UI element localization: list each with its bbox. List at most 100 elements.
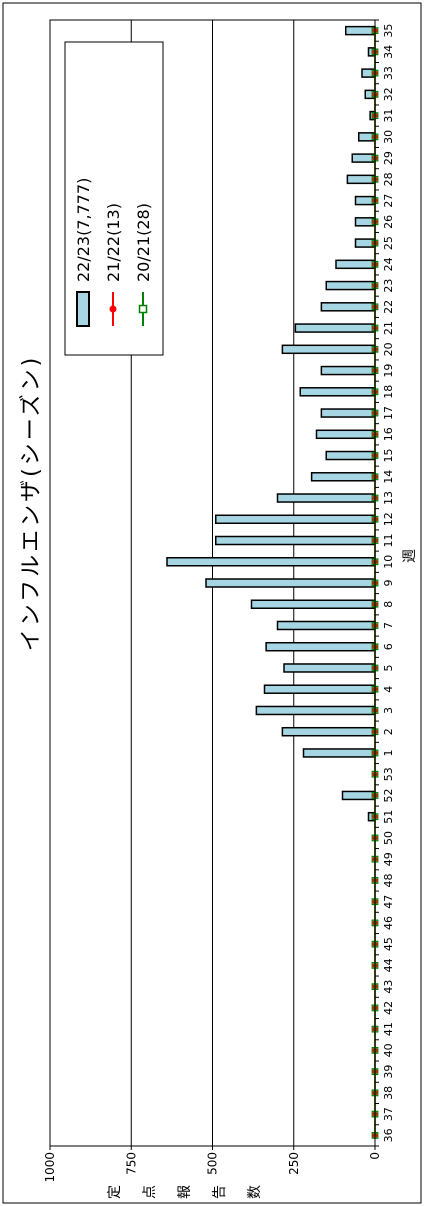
x-tick-label-week-52: 52 [382, 788, 395, 802]
x-axis-label: 週 [402, 549, 418, 563]
legend-marker-21-22 [109, 305, 117, 313]
x-tick-label-week-15: 15 [382, 449, 395, 463]
x-axis-ticks: 3637383940414243444546474849505152531234… [375, 19, 395, 1147]
x-tick-label-week-35: 35 [382, 24, 395, 38]
bar-22-23-week-8 [250, 599, 376, 609]
x-tick-label-week-6: 6 [382, 643, 395, 650]
x-tick-label-week-3: 3 [382, 707, 395, 714]
y-axis-label-char: 定 [107, 1185, 123, 1199]
x-tick-label-week-43: 43 [382, 980, 395, 994]
x-tick-label-week-16: 16 [382, 427, 395, 441]
x-tick-label-week-17: 17 [382, 406, 395, 420]
x-tick-label-week-24: 24 [382, 257, 395, 271]
x-tick-label-week-31: 31 [382, 109, 395, 123]
x-tick-label-week-28: 28 [382, 172, 395, 186]
x-tick-label-week-48: 48 [382, 873, 395, 887]
x-tick-label-week-50: 50 [382, 831, 395, 845]
bar-22-23-week-11 [215, 535, 376, 546]
x-tick-label-week-2: 2 [382, 728, 395, 735]
x-tick-label-week-25: 25 [382, 236, 395, 250]
x-tick-label-week-44: 44 [382, 958, 395, 972]
x-tick-label-week-37: 37 [382, 1107, 395, 1121]
x-tick-label-week-30: 30 [382, 130, 395, 144]
x-tick-label-week-45: 45 [382, 937, 395, 951]
x-tick-label-week-18: 18 [382, 385, 395, 399]
x-tick-label-week-14: 14 [382, 470, 395, 484]
x-tick-label-week-22: 22 [382, 300, 395, 314]
bar-22-23-week-23 [325, 280, 376, 291]
x-tick-label-week-51: 51 [382, 810, 395, 824]
bar-22-23-week-4 [263, 684, 376, 694]
legend-label-20-21: 20/21(28) [134, 203, 153, 282]
y-axis-label: 定点報告数 [107, 1185, 263, 1199]
y-tick-label-500: 500 [206, 1152, 220, 1175]
x-tick-label-week-42: 42 [382, 1001, 395, 1015]
x-tick-label-week-13: 13 [382, 491, 395, 505]
y-axis-label-char: 数 [247, 1185, 263, 1199]
x-tick-label-week-46: 46 [382, 916, 395, 930]
bar-22-23-week-10 [166, 557, 376, 567]
bar-22-23-week-14 [310, 472, 376, 482]
bar-22-23-week-12 [215, 514, 376, 525]
x-tick-label-week-21: 21 [382, 321, 395, 335]
bar-22-23-week-52 [341, 790, 376, 801]
y-axis-label-char: 報 [177, 1185, 193, 1199]
chart-title: インフルエンザ(シーズン) [19, 355, 44, 651]
x-tick-label-week-39: 39 [382, 1065, 395, 1079]
x-tick-label-week-4: 4 [382, 686, 395, 693]
bar-22-23-week-7 [276, 620, 376, 631]
bar-22-23-week-2 [281, 726, 376, 737]
x-tick-label-week-7: 7 [382, 622, 395, 629]
y-axis-label-char: 告 [212, 1185, 228, 1199]
x-tick-label-week-26: 26 [382, 215, 395, 229]
bar-22-23-week-5 [283, 663, 376, 673]
bar-22-23-week-29 [351, 153, 376, 163]
x-tick-label-week-10: 10 [382, 555, 395, 569]
x-tick-label-week-19: 19 [382, 364, 395, 378]
bars [166, 25, 376, 822]
bar-22-23-week-9 [205, 578, 376, 588]
bar-22-23-week-20 [281, 344, 376, 355]
x-tick-label-week-40: 40 [382, 1043, 395, 1057]
bar-22-23-week-19 [320, 365, 376, 376]
x-tick-label-week-41: 41 [382, 1022, 395, 1036]
x-tick-label-week-27: 27 [382, 194, 395, 208]
x-tick-label-week-1: 1 [382, 749, 395, 756]
bar-22-23-week-21 [294, 323, 376, 333]
y-tick-label-1000: 1000 [43, 1152, 57, 1183]
x-tick-label-week-33: 33 [382, 66, 395, 80]
bar-22-23-week-28 [346, 174, 376, 185]
bar-22-23-week-16 [315, 429, 376, 440]
bar-22-23-week-17 [320, 408, 376, 418]
x-tick-label-week-29: 29 [382, 151, 395, 165]
x-tick-label-week-20: 20 [382, 342, 395, 356]
bar-22-23-week-22 [320, 302, 376, 312]
y-tick-label-250: 250 [287, 1152, 301, 1175]
x-tick-label-week-12: 12 [382, 512, 395, 526]
legend-swatch-22-23 [76, 291, 90, 327]
x-tick-label-week-49: 49 [382, 852, 395, 866]
x-tick-label-week-5: 5 [382, 664, 395, 671]
x-tick-label-week-36: 36 [382, 1128, 395, 1142]
bar-22-23-week-13 [276, 493, 376, 503]
x-tick-label-week-34: 34 [382, 45, 395, 59]
legend-label-22-23: 22/23(7,777) [74, 178, 93, 282]
x-tick-label-week-32: 32 [382, 87, 395, 101]
x-tick-label-week-23: 23 [382, 279, 395, 293]
legend-box [64, 41, 164, 356]
bar-22-23-week-6 [265, 641, 376, 652]
y-tick-label-750: 750 [124, 1152, 138, 1175]
legend: 22/23(7,777) 21/22(13) 20/21(28) [64, 41, 164, 356]
bar-22-23-week-1 [302, 748, 376, 758]
y-axis-ticks: 0 250 500 750 1000 [43, 1146, 382, 1183]
bar-22-23-week-15 [325, 450, 376, 461]
x-tick-label-week-11: 11 [382, 534, 395, 548]
y-axis-label-char: 点 [142, 1185, 158, 1199]
bar-22-23-week-35 [345, 25, 376, 36]
x-tick-label-week-9: 9 [382, 580, 395, 587]
legend-marker-20-21 [138, 304, 148, 314]
x-tick-label-week-38: 38 [382, 1086, 395, 1100]
legend-label-21-22: 21/22(13) [104, 203, 123, 282]
